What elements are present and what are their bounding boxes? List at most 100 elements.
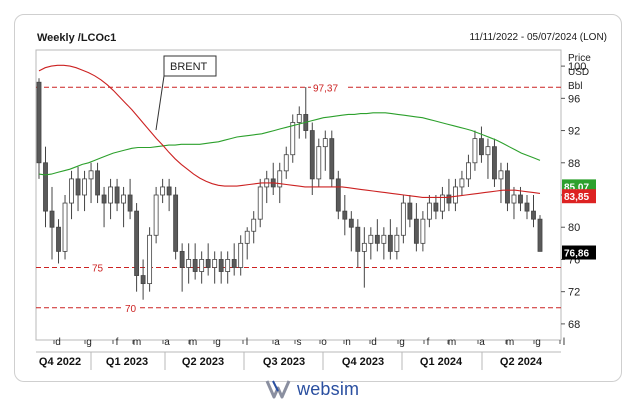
candle-down <box>134 210 140 276</box>
month-label: g <box>535 337 541 348</box>
y-tick-label: 80 <box>568 222 580 234</box>
y-axis-label: Price <box>568 53 591 64</box>
annotation-box <box>163 55 217 77</box>
month-label: d <box>55 337 61 348</box>
candle-down <box>95 170 100 196</box>
y-axis-label: Bbl <box>568 81 582 92</box>
candle-down <box>387 234 393 252</box>
candle-up <box>121 194 127 204</box>
candle-up <box>153 194 159 236</box>
candle-down <box>231 259 237 268</box>
y-tick-label: 100 <box>568 61 586 73</box>
candle-up <box>472 138 478 164</box>
annotation-label: BRENT <box>170 61 208 73</box>
month-label: g <box>215 337 221 348</box>
candle-up <box>257 186 263 220</box>
reference-label-bg <box>311 81 346 93</box>
candle-up <box>62 202 68 252</box>
candle-down <box>492 146 497 180</box>
month-label: d <box>371 337 377 348</box>
quarter-label: Q2 2024 <box>500 356 543 368</box>
price-tag <box>562 189 596 204</box>
candle-up <box>498 170 504 180</box>
month-label: m <box>506 337 514 348</box>
month-label: a <box>164 337 170 348</box>
y-tick-label: 88 <box>568 158 580 170</box>
candle-down <box>531 210 536 220</box>
candle-up <box>381 234 387 244</box>
price-tag-label: 85,07 <box>564 182 589 193</box>
candle-down <box>413 218 419 244</box>
candle-up <box>82 178 87 196</box>
month-label: f <box>427 337 430 348</box>
reference-label-bg <box>123 301 140 313</box>
month-label: n <box>345 337 351 348</box>
candle-up <box>511 194 517 204</box>
candle-up <box>69 178 74 204</box>
candle-down <box>101 194 107 204</box>
moving-average-red <box>38 64 541 198</box>
candle-up <box>420 218 426 244</box>
month-label: a <box>479 337 485 348</box>
month-label: m <box>448 337 456 348</box>
y-axis-label: USD <box>568 67 589 78</box>
month-label: g <box>86 337 92 348</box>
price-tag <box>562 245 596 260</box>
candle-down <box>166 186 172 196</box>
quarter-label: Q1 2023 <box>106 356 148 368</box>
candle-up <box>316 146 322 180</box>
candle-up <box>147 234 153 285</box>
candle-up <box>108 186 113 204</box>
month-label: s <box>297 337 302 348</box>
candle-up <box>244 230 250 244</box>
candle-down <box>348 218 354 228</box>
candle-down <box>114 186 120 204</box>
candle-up <box>368 234 374 244</box>
candle-down <box>127 194 133 212</box>
month-label: m <box>189 337 197 348</box>
candle-up <box>277 170 283 188</box>
reference-line-label: 97,37 <box>313 83 338 94</box>
price-tag-label: 83,85 <box>564 192 589 203</box>
candle-down <box>433 202 439 212</box>
candle-up <box>186 259 192 268</box>
candle-up <box>485 146 491 156</box>
candle-up <box>400 202 406 236</box>
month-label: f <box>116 337 119 348</box>
date-range: 11/11/2022 - 05/07/2024 (LON) <box>469 32 608 43</box>
candle-down <box>205 259 211 268</box>
candle-up <box>361 242 367 252</box>
brand-name: websim <box>297 378 360 399</box>
candle-down <box>479 138 484 156</box>
candle-up <box>283 154 289 172</box>
candle-down <box>192 259 198 272</box>
y-tick-label: 72 <box>568 287 580 299</box>
candle-up <box>160 186 166 196</box>
candle-down <box>355 226 361 252</box>
candle-down <box>49 210 55 228</box>
candle-down <box>407 202 413 220</box>
brand-mark-icon <box>265 380 291 399</box>
candle-up <box>251 218 257 232</box>
quarter-label: Q3 2023 <box>263 356 305 368</box>
candle-down <box>505 170 510 204</box>
candle-down <box>335 178 341 212</box>
reference-label-bg <box>90 261 107 273</box>
chart-title: Weekly /LCOc1 <box>37 32 117 44</box>
y-tick-label: 96 <box>568 93 580 105</box>
candle-up <box>296 114 302 123</box>
brand-logo: websim <box>265 378 359 400</box>
quarter-label: Q4 2023 <box>342 356 384 368</box>
candle-up <box>439 194 445 212</box>
month-label: o <box>321 337 327 348</box>
candle-down <box>56 226 61 252</box>
candle-down <box>524 202 530 212</box>
candle-up <box>212 259 218 268</box>
candle-down <box>518 194 523 204</box>
candle-up <box>225 259 231 272</box>
candle-down <box>43 162 48 212</box>
reference-line-label: 70 <box>125 304 137 315</box>
candle-up <box>88 170 94 180</box>
month-label: a <box>274 337 280 348</box>
